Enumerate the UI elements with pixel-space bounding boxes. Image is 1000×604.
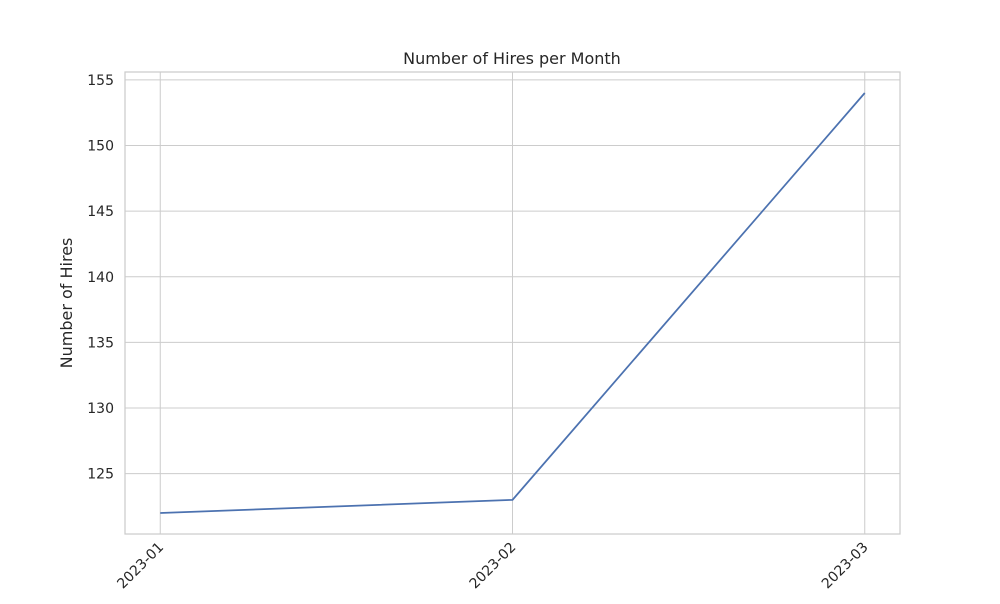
grid-layer [125,72,900,534]
y-tick-label: 140 [87,270,114,286]
y-tick-label: 135 [87,335,114,351]
y-tick-labels: 125 130 135 140 145 150 155 [87,73,114,483]
y-tick-label: 155 [87,73,114,89]
x-tick-labels: 2023-01 2023-02 2023-03 [114,540,871,593]
y-tick-label: 125 [87,467,114,483]
series-layer [160,92,866,514]
y-axis-label: Number of Hires [57,238,76,369]
y-tick-label: 150 [87,139,114,155]
y-tick-label: 130 [87,401,114,417]
x-tick-label: 2023-03 [819,540,872,593]
x-tick-label: 2023-01 [114,540,167,593]
series-line [160,92,866,514]
x-tick-label: 2023-02 [467,540,520,593]
chart-title: Number of Hires per Month [403,49,621,68]
plot-frame [124,71,901,535]
y-tick-label: 145 [87,204,114,220]
